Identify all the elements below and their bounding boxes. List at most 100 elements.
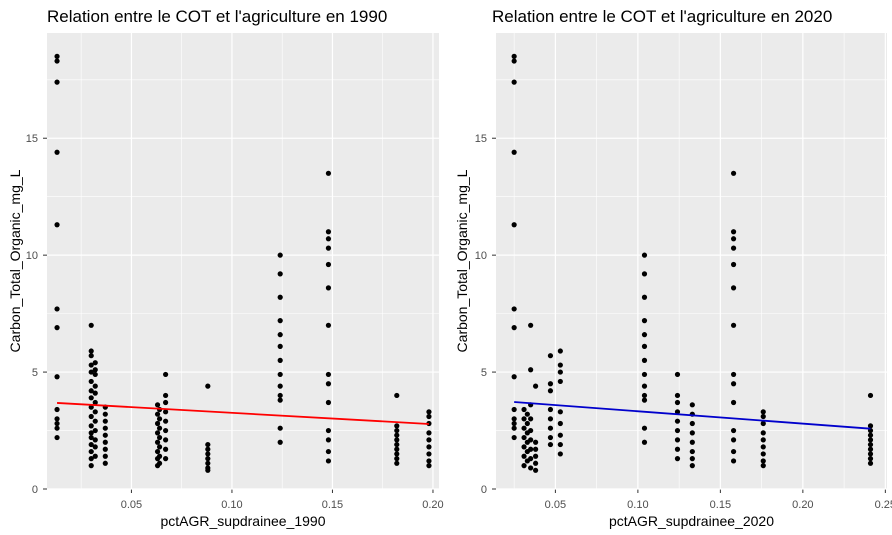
data-point [511,406,517,413]
data-point [394,460,400,466]
data-point [92,409,98,415]
y-tick-label: 0 [481,484,487,496]
data-point [557,378,563,385]
data-point [54,420,60,427]
x-tick-label: 0.10 [221,499,242,511]
data-point [511,416,517,422]
data-point [867,456,874,462]
data-point [760,409,766,415]
data-point [867,441,874,448]
data-point [511,325,517,331]
x-tick-label: 0.15 [710,499,731,511]
data-point [88,353,94,359]
data-point [102,460,108,466]
data-point [730,448,737,455]
plot-panel-background [496,33,887,489]
data-point [867,392,874,399]
data-point [394,427,400,434]
x-tick-label: 0.25 [875,499,892,511]
data-point [205,383,211,389]
data-point [760,430,766,436]
data-point [867,437,874,443]
data-point [325,458,332,464]
data-point [730,322,737,328]
data-point [156,453,163,459]
data-point [547,425,554,431]
data-point [54,58,60,64]
data-point [641,343,648,349]
data-point [547,406,554,413]
data-point [730,285,737,291]
data-point [730,399,737,406]
data-point [511,53,517,59]
data-point [730,170,737,176]
data-point [426,463,432,469]
data-point [689,463,695,469]
data-point [641,397,648,403]
data-point [102,411,108,417]
data-point [511,79,517,85]
data-point [88,434,94,441]
data-point [277,271,283,277]
data-point [532,383,539,389]
data-point [54,53,60,59]
data-point [92,427,98,434]
data-point [557,432,563,438]
data-point [277,371,283,378]
x-tick-label: 0.20 [792,499,813,511]
data-point [88,378,94,385]
data-point [88,395,94,401]
data-point [277,357,283,363]
x-tick-label: 0.15 [322,499,343,511]
scatter-chart-1990: 0.05 0.10 0.15 0.20 0 5 10 15 Relation entre le … [7,7,444,529]
y-tick-label: 15 [475,133,487,145]
data-point [547,416,554,422]
data-point [325,261,332,268]
x-tick-label: 0.10 [627,499,648,511]
x-tick-label: 0.20 [422,499,443,511]
data-point [641,371,648,378]
data-point [325,437,332,443]
data-point [674,427,681,434]
data-point [394,392,400,399]
data-point [102,432,108,438]
data-point [277,439,283,445]
data-point [521,444,527,450]
data-point [54,374,60,380]
data-point [730,381,737,387]
data-point [557,451,563,457]
data-point [54,406,60,413]
data-point [426,413,432,420]
data-point [163,409,169,415]
data-point [521,406,527,413]
data-point [325,229,332,235]
data-point [641,318,648,324]
data-point [92,371,98,378]
data-point [689,420,695,427]
data-point [277,397,283,403]
data-point [528,446,534,452]
data-point [163,427,169,434]
data-point [325,236,332,242]
x-axis-label: pctAGR_supdrainee_1990 [160,513,325,529]
data-point [88,441,94,448]
data-point [325,285,332,291]
data-point [277,383,283,389]
data-point [730,458,737,464]
y-tick-label: 5 [32,367,38,379]
data-point [867,423,874,429]
data-point [325,322,332,328]
data-point [163,456,169,462]
data-point [205,451,211,457]
data-point [54,416,60,422]
data-point [674,399,681,406]
chart-title: Relation entre le COT et l'agriculture e… [492,7,832,26]
data-point [641,425,648,431]
data-point [163,392,169,399]
data-point [88,362,94,368]
data-point [156,460,163,466]
data-point [730,261,737,268]
data-point [54,149,60,155]
data-point [760,458,766,464]
data-point [760,444,766,450]
